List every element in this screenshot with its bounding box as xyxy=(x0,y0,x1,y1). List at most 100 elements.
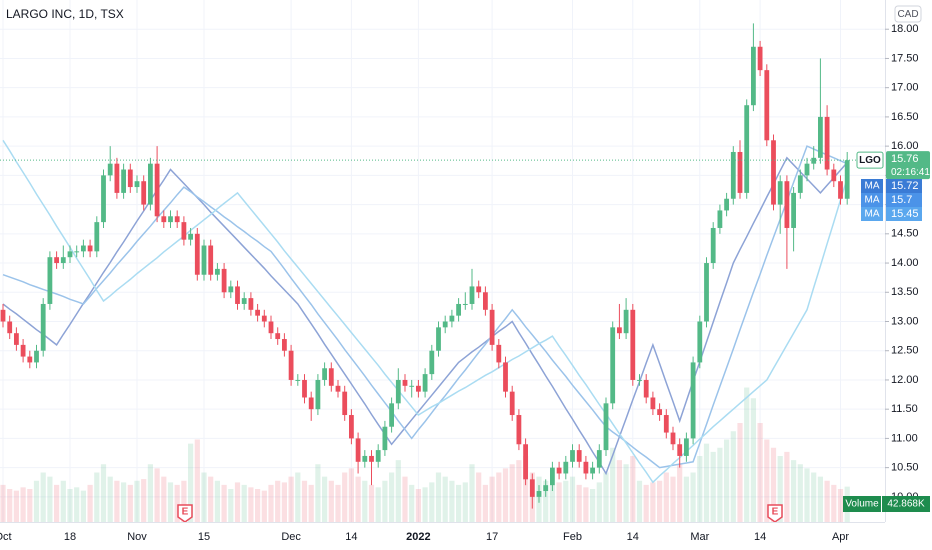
candle-body xyxy=(67,251,73,258)
volume-bar xyxy=(241,484,247,522)
volume-bar xyxy=(623,464,629,522)
candle-body xyxy=(744,105,750,193)
symbol-label: LGO xyxy=(859,155,881,166)
volume-bar xyxy=(791,460,797,522)
volume-bar xyxy=(315,464,321,522)
volume-bar xyxy=(569,476,576,522)
candle-body xyxy=(7,321,13,334)
y-tick-label: 17.00 xyxy=(891,82,919,94)
volume-bar xyxy=(777,456,783,522)
candle-body xyxy=(14,333,19,345)
axis-layer: 10.0010.5011.0011.5012.0012.5013.0013.50… xyxy=(0,23,930,543)
volume-name: Volume xyxy=(845,499,879,510)
x-tick-label: 15 xyxy=(198,531,210,543)
volume-bar xyxy=(322,476,328,522)
candle-body xyxy=(824,116,830,170)
y-tick-label: 14.50 xyxy=(891,228,919,240)
candle-body xyxy=(295,379,301,381)
candle-body xyxy=(509,391,515,416)
candle-body xyxy=(449,315,455,322)
volume-bar xyxy=(402,476,408,522)
candle-body xyxy=(462,303,468,305)
x-tick-label: Nov xyxy=(127,531,147,543)
candle-body xyxy=(603,403,609,451)
volume-bar xyxy=(509,464,515,522)
candle-body xyxy=(704,263,709,322)
earnings-marker[interactable] xyxy=(177,504,193,523)
candle-body xyxy=(523,444,528,480)
candle-body xyxy=(543,485,549,492)
candle-body xyxy=(60,257,66,264)
candle-body xyxy=(650,397,656,410)
volume-bar xyxy=(261,490,267,522)
volume-bar xyxy=(40,472,46,522)
volume-bar xyxy=(603,472,609,522)
candle-body xyxy=(34,350,39,363)
candle-body xyxy=(375,450,381,462)
volume-bar xyxy=(382,480,388,522)
volume-bar xyxy=(375,487,381,522)
x-tick-label: Mar xyxy=(690,531,709,543)
x-tick-label: 14 xyxy=(345,531,357,543)
earnings-label: E xyxy=(772,507,779,518)
candle-body xyxy=(328,368,334,386)
candle-body xyxy=(268,321,274,334)
candle-body xyxy=(596,450,602,468)
candle-body xyxy=(121,169,126,193)
volume-bar xyxy=(710,451,716,522)
candle-body xyxy=(730,151,736,199)
chart-title: LARGO INC, 1D, TSX xyxy=(6,7,124,21)
volume-bar xyxy=(616,460,622,522)
candle-body xyxy=(550,467,555,486)
currency-box[interactable] xyxy=(894,5,922,23)
candle-body xyxy=(282,339,287,351)
candle-body xyxy=(154,163,160,217)
candle-body xyxy=(563,461,569,474)
volume-bar xyxy=(208,476,214,522)
volume-bar xyxy=(348,468,354,522)
volume-bar xyxy=(737,423,743,522)
candle-body xyxy=(496,344,502,363)
volume-bar xyxy=(429,482,435,522)
volume-bar xyxy=(67,489,73,522)
volume-bar xyxy=(288,476,294,522)
volume-bar xyxy=(47,476,53,522)
volume-bar xyxy=(295,472,301,522)
volume-bar xyxy=(54,484,60,522)
candle-body xyxy=(161,216,167,223)
candle-body xyxy=(838,181,843,199)
volume-bar xyxy=(328,480,334,522)
candle-body xyxy=(630,309,636,380)
volume-bar xyxy=(275,480,281,522)
candle-body xyxy=(818,116,823,158)
volume-bar xyxy=(107,476,113,522)
volume-bar xyxy=(837,489,844,522)
candle-body xyxy=(556,467,562,474)
volume-bar xyxy=(154,468,160,522)
y-tick-label: 16.00 xyxy=(891,140,919,152)
candle-body xyxy=(402,379,408,386)
earnings-marker[interactable] xyxy=(767,504,783,523)
volume-bar xyxy=(94,472,100,522)
volume-bar xyxy=(194,439,200,522)
volume-bar xyxy=(422,487,428,522)
candle-body xyxy=(710,227,716,264)
x-tick-label: 14 xyxy=(627,531,639,543)
volume-bar xyxy=(221,484,227,522)
volume-bar xyxy=(563,480,569,522)
candle-body xyxy=(422,374,428,392)
candle-body xyxy=(241,298,247,304)
volume-bar xyxy=(167,482,174,522)
volume-bar xyxy=(201,472,207,522)
candle-body xyxy=(777,181,783,205)
volume-bar xyxy=(389,472,395,522)
y-tick-label: 13.00 xyxy=(891,315,919,327)
candle-body xyxy=(322,368,327,380)
volume-bar xyxy=(27,489,33,522)
candle-body xyxy=(275,333,281,340)
candle-body xyxy=(751,46,756,106)
volume-bar xyxy=(301,480,308,522)
candle-body xyxy=(610,327,616,404)
candle-body xyxy=(643,379,649,398)
